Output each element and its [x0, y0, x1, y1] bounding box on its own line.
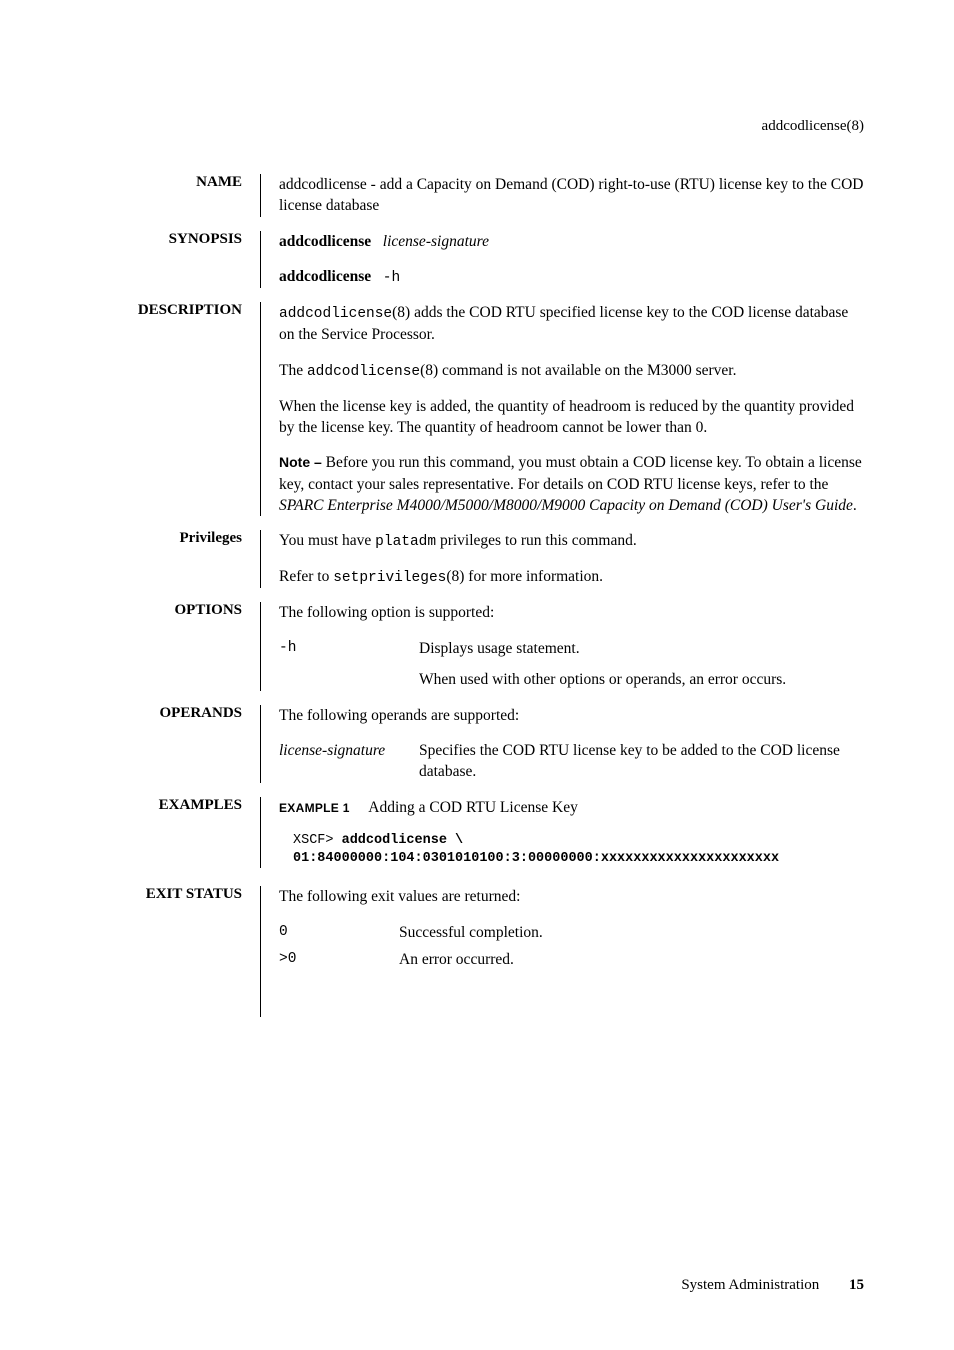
body-examples: EXAMPLE 1 Adding a COD RTU License Key X…	[260, 797, 864, 869]
desc-p3: When the license key is added, the quant…	[279, 396, 864, 439]
code-cmd: addcodlicense \	[342, 833, 464, 848]
option-row: -h Displays usage statement. When used w…	[279, 638, 864, 691]
label-name: NAME	[90, 174, 260, 191]
body-description: addcodlicense(8) adds the COD RTU specif…	[260, 302, 864, 516]
body-privileges: You must have platadm privileges to run …	[260, 530, 864, 588]
desc-p1: addcodlicense(8) adds the COD RTU specif…	[279, 302, 864, 345]
exit-row-0: 0 Successful completion.	[279, 922, 864, 943]
label-privileges: Privileges	[90, 530, 260, 547]
note-i: SPARC Enterprise M4000/M5000/M8000/M9000…	[279, 497, 853, 514]
code-line2: 01:84000000:104:0301010100:3:00000000:xx…	[293, 851, 779, 866]
priv-p2: Refer to setprivileges(8) for more infor…	[279, 566, 864, 588]
example-number: EXAMPLE 1	[279, 801, 350, 815]
synopsis-arg-1: license-signature	[383, 233, 489, 250]
header-manpage: addcodlicense(8)	[762, 118, 864, 135]
option-v2: When used with other options or operands…	[419, 669, 864, 690]
synopsis-cmd-2: addcodlicense	[279, 268, 371, 285]
example-code: XSCF> addcodlicense \ 01:84000000:104:03…	[293, 832, 864, 868]
label-description: DESCRIPTION	[90, 302, 260, 319]
operands-intro: The following operands are supported:	[279, 705, 864, 726]
priv-p2-c: (8) for more information.	[446, 568, 603, 585]
note-lead: Note –	[279, 454, 322, 470]
body-name: addcodlicense - add a Capacity on Demand…	[260, 174, 864, 217]
desc-note: Note – Before you run this command, you …	[279, 452, 864, 516]
label-synopsis: SYNOPSIS	[90, 231, 260, 248]
exit-intro: The following exit values are returned:	[279, 886, 864, 907]
synopsis-cmd-1: addcodlicense	[279, 233, 371, 250]
footer-text: System Administration	[681, 1277, 819, 1293]
body-operands: The following operands are supported: li…	[260, 705, 864, 783]
priv-p1-b: platadm	[375, 534, 436, 550]
section-name: NAME addcodlicense - add a Capacity on D…	[90, 174, 864, 217]
code-prompt: XSCF>	[293, 833, 342, 848]
label-options: OPTIONS	[90, 602, 260, 619]
body-synopsis: addcodlicense license-signature addcodli…	[260, 231, 864, 288]
label-exit: EXIT STATUS	[90, 886, 260, 903]
note-a: Before you run this command, you must ob…	[279, 454, 862, 492]
synopsis-line-2: addcodlicense -h	[279, 266, 864, 288]
priv-p2-a: Refer to	[279, 568, 333, 585]
example-title: Adding a COD RTU License Key	[368, 799, 578, 816]
section-examples: EXAMPLES EXAMPLE 1 Adding a COD RTU Lice…	[90, 797, 864, 869]
operand-val: Specifies the COD RTU license key to be …	[419, 740, 864, 783]
priv-p2-b: setprivileges	[333, 570, 446, 586]
operand-key: license-signature	[279, 740, 419, 783]
desc-p2-b: addcodlicense	[307, 364, 420, 380]
section-operands: OPERANDS The following operands are supp…	[90, 705, 864, 783]
body-options: The following option is supported: -h Di…	[260, 602, 864, 690]
exit-key-1: >0	[279, 949, 399, 970]
desc-p2-a: The	[279, 362, 307, 379]
priv-p1-c: privileges to run this command.	[436, 532, 637, 549]
section-description: DESCRIPTION addcodlicense(8) adds the CO…	[90, 302, 864, 516]
option-v1: Displays usage statement.	[419, 638, 864, 659]
section-synopsis: SYNOPSIS addcodlicense license-signature…	[90, 231, 864, 288]
exit-key-0: 0	[279, 922, 399, 943]
exit-val-1: An error occurred.	[399, 949, 864, 970]
footer-page: 15	[849, 1277, 864, 1293]
desc-p1-cmd: addcodlicense	[279, 306, 392, 322]
desc-p2: The addcodlicense(8) command is not avai…	[279, 360, 864, 382]
option-key: -h	[279, 638, 419, 691]
note-end: .	[853, 497, 857, 514]
synopsis-line-1: addcodlicense license-signature	[279, 231, 864, 252]
section-exit: EXIT STATUS The following exit values ar…	[90, 886, 864, 1016]
example-heading: EXAMPLE 1 Adding a COD RTU License Key	[279, 797, 864, 818]
exit-row-1: >0 An error occurred.	[279, 949, 864, 970]
option-val: Displays usage statement. When used with…	[419, 638, 864, 691]
body-exit: The following exit values are returned: …	[260, 886, 864, 1016]
label-operands: OPERANDS	[90, 705, 260, 722]
desc-p2-c: (8) command is not available on the M300…	[420, 362, 736, 379]
priv-p1: You must have platadm privileges to run …	[279, 530, 864, 552]
label-examples: EXAMPLES	[90, 797, 260, 814]
operand-v1: Specifies the COD RTU license key to be …	[419, 740, 864, 783]
synopsis-opt-2: -h	[383, 270, 400, 286]
section-privileges: Privileges You must have platadm privile…	[90, 530, 864, 588]
footer: System Administration 15	[681, 1277, 864, 1294]
exit-val-0: Successful completion.	[399, 922, 864, 943]
section-options: OPTIONS The following option is supporte…	[90, 602, 864, 690]
name-text: addcodlicense - add a Capacity on Demand…	[279, 174, 864, 217]
content: NAME addcodlicense - add a Capacity on D…	[90, 174, 864, 1017]
options-intro: The following option is supported:	[279, 602, 864, 623]
operand-row: license-signature Specifies the COD RTU …	[279, 740, 864, 783]
priv-p1-a: You must have	[279, 532, 375, 549]
